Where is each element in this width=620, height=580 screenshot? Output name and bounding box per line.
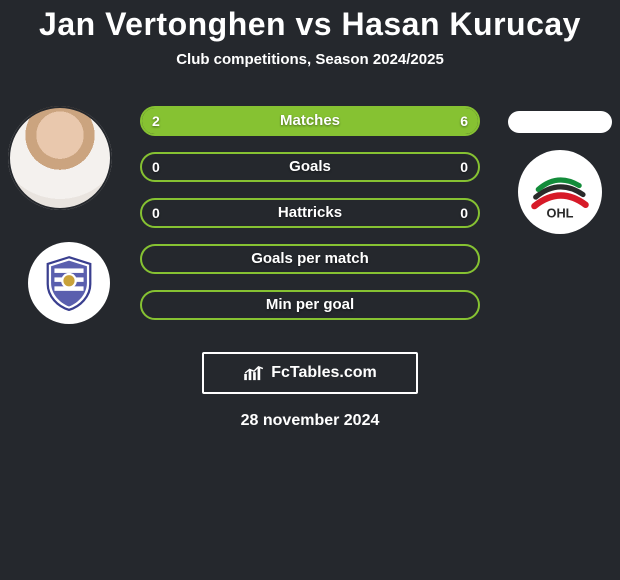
- stat-label: Hattricks: [142, 200, 478, 226]
- stat-label: Goals: [142, 154, 478, 180]
- stat-pill: 00Goals: [140, 152, 480, 182]
- stat-pill: Min per goal: [140, 290, 480, 320]
- page-title: Jan Vertonghen vs Hasan Kurucay: [0, 0, 620, 43]
- stat-pill: Goals per match: [140, 244, 480, 274]
- svg-text:OHL: OHL: [547, 206, 574, 221]
- chart-icon: [243, 365, 265, 381]
- date-text: 28 november 2024: [0, 412, 620, 430]
- stat-label: Matches: [142, 108, 478, 134]
- player-right-club-badge: OHL: [518, 150, 602, 234]
- stat-label: Min per goal: [142, 292, 478, 318]
- stat-pill-list: 26Matches 00Goals 00Hattricks Goals per mat…: [140, 106, 480, 336]
- player-left-avatar: [8, 106, 112, 210]
- page-subtitle: Club competitions, Season 2024/2025: [0, 51, 620, 68]
- anderlecht-crest-icon: [41, 255, 97, 311]
- branding-text: FcTables.com: [271, 364, 377, 382]
- player-right-avatar-placeholder: [508, 111, 612, 133]
- comparison-area: OHL 26Matches 00Goals 00Hattricks Goals per…: [0, 106, 620, 336]
- branding-box: FcTables.com: [202, 352, 418, 394]
- ohl-crest-icon: OHL: [528, 160, 592, 224]
- player-left-club-badge: [28, 242, 110, 324]
- stat-pill: 00Hattricks: [140, 198, 480, 228]
- stat-label: Goals per match: [142, 246, 478, 272]
- stat-pill: 26Matches: [140, 106, 480, 136]
